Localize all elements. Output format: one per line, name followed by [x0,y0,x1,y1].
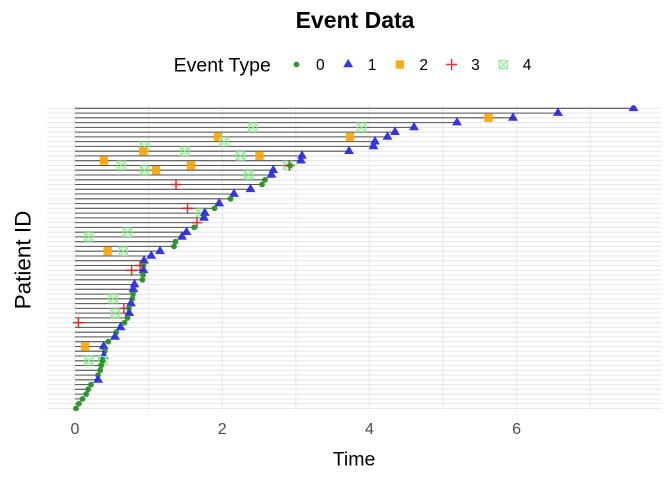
svg-text:Time: Time [333,449,376,471]
svg-text:3: 3 [471,57,480,74]
svg-text:Event Data: Event Data [296,7,415,33]
svg-text:0: 0 [316,57,325,74]
svg-text:2: 2 [218,421,227,438]
svg-text:6: 6 [512,421,521,438]
svg-text:Event Type: Event Type [174,55,271,77]
svg-text:4: 4 [365,421,374,438]
svg-text:2: 2 [419,57,428,74]
svg-text:1: 1 [368,57,377,74]
svg-text:Patient ID: Patient ID [11,211,36,310]
svg-text:4: 4 [523,57,532,74]
svg-text:0: 0 [71,421,80,438]
